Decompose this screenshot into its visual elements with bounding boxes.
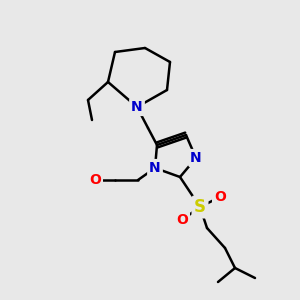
Text: S: S bbox=[194, 198, 206, 216]
Text: N: N bbox=[149, 161, 161, 175]
Text: O: O bbox=[176, 213, 188, 227]
Text: O: O bbox=[214, 190, 226, 204]
Text: N: N bbox=[131, 100, 143, 114]
Text: N: N bbox=[190, 151, 202, 165]
Text: O: O bbox=[89, 173, 101, 187]
